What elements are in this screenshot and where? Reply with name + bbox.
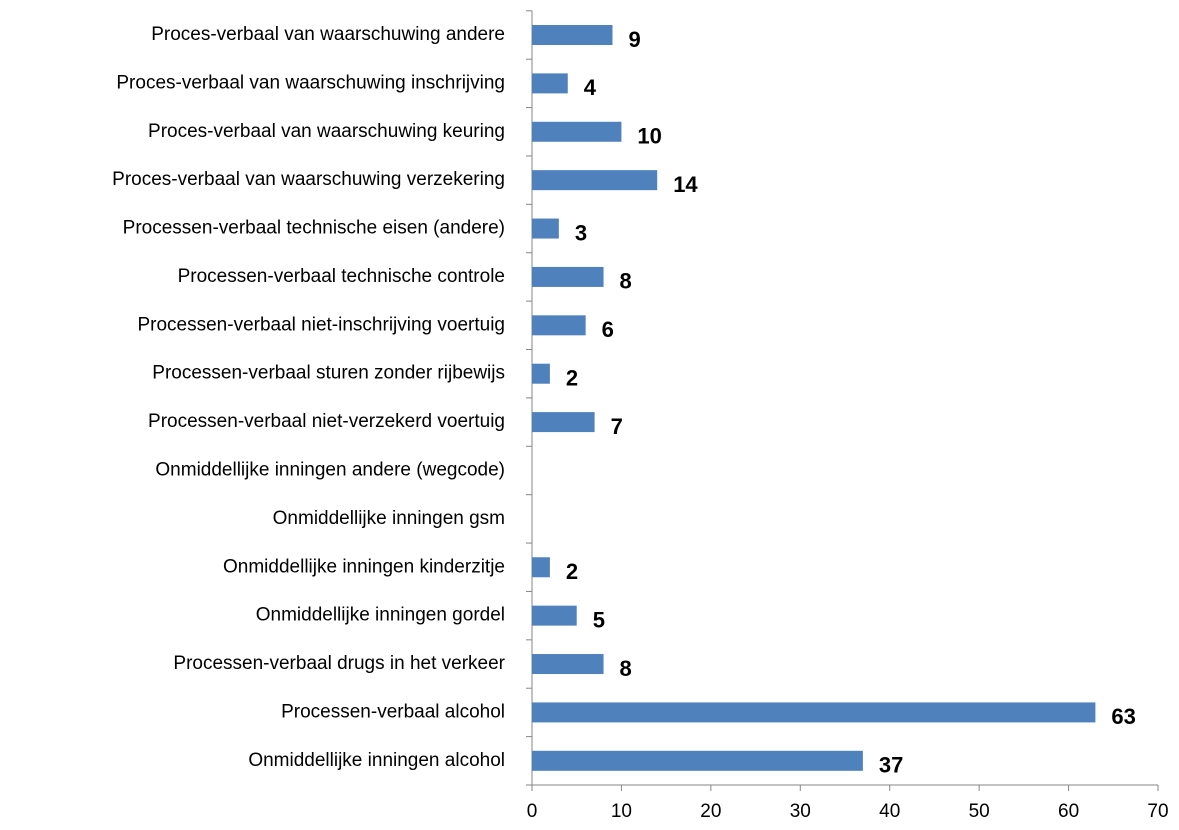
category-label: Onmiddellijke inningen gsm	[273, 508, 505, 529]
bar	[532, 218, 559, 239]
category-label: Processen-verbaal technische eisen (ande…	[123, 218, 505, 239]
value-label: 2	[566, 366, 578, 391]
category-label: Processen-verbaal niet-verzekerd voertui…	[148, 411, 505, 432]
x-tick-label: 30	[790, 801, 811, 822]
value-label: 2	[566, 559, 578, 584]
value-label: 3	[575, 220, 587, 245]
bar	[532, 170, 658, 191]
bar	[532, 315, 586, 336]
value-label: 10	[637, 124, 661, 149]
category-label: Proces-verbaal van waarschuwing keuring	[148, 121, 505, 142]
category-label: Onmiddellijke inningen gordel	[256, 605, 505, 626]
bar	[532, 412, 595, 433]
bar	[532, 24, 613, 45]
value-label: 14	[673, 172, 698, 197]
category-label: Onmiddellijke inningen kinderzitje	[223, 556, 505, 577]
value-label: 6	[602, 317, 614, 342]
value-label: 4	[584, 75, 597, 100]
category-label: Processen-verbaal technische controle	[178, 266, 505, 287]
category-label: Onmiddellijke inningen andere (wegcode)	[155, 459, 505, 480]
bar	[532, 750, 863, 771]
category-label: Processen-verbaal niet-inschrijving voer…	[137, 314, 505, 335]
x-tick-label: 50	[969, 801, 990, 822]
category-label: Processen-verbaal sturen zonder rijbewij…	[152, 363, 505, 384]
bar	[532, 266, 604, 287]
x-tick-label: 70	[1147, 801, 1168, 822]
value-label: 5	[593, 607, 605, 632]
category-label: Proces-verbaal van waarschuwing inschrij…	[116, 72, 505, 93]
x-tick-label: 40	[879, 801, 900, 822]
category-label: Processen-verbaal alcohol	[281, 701, 505, 722]
x-tick-label: 60	[1058, 801, 1079, 822]
category-label: Processen-verbaal drugs in het verkeer	[173, 653, 505, 674]
x-tick-label: 0	[527, 801, 538, 822]
value-label: 7	[611, 414, 623, 439]
category-label: Proces-verbaal van waarschuwing andere	[151, 24, 505, 45]
value-label: 63	[1111, 704, 1135, 729]
bar	[532, 363, 550, 384]
category-label: Onmiddellijke inningen alcohol	[248, 750, 505, 771]
bar	[532, 654, 604, 675]
bar	[532, 121, 622, 142]
value-label: 8	[620, 656, 632, 681]
value-label: 8	[620, 269, 632, 294]
bar	[532, 557, 550, 578]
value-label: 37	[879, 753, 903, 778]
bar	[532, 702, 1096, 723]
bar	[532, 605, 577, 626]
value-label: 9	[628, 27, 640, 52]
category-label: Proces-verbaal van waarschuwing verzeker…	[112, 169, 505, 190]
bar	[532, 73, 568, 94]
x-tick-label: 20	[700, 801, 721, 822]
x-tick-label: 10	[611, 801, 632, 822]
